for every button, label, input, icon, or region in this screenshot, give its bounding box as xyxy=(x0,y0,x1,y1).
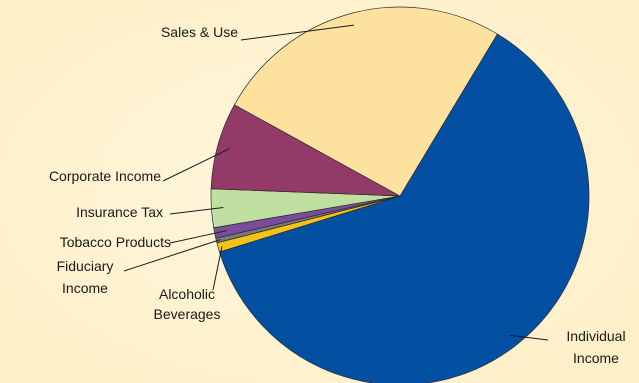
slice-label-insurance-tax: Insurance Tax xyxy=(76,204,163,220)
slice-label-line: Insurance Tax xyxy=(76,204,163,220)
slice-label-line: Tobacco Products xyxy=(60,234,171,250)
slice-label-line: Sales & Use xyxy=(161,24,238,40)
leader-line-alcoholic-beverages xyxy=(212,246,223,291)
slice-label-line: Income xyxy=(62,280,108,296)
leader-lines-layer xyxy=(123,24,549,341)
pie-slice-sales-use xyxy=(233,6,498,197)
leader-line-individual-income xyxy=(509,334,549,341)
leader-line-fiduciary-income xyxy=(123,239,221,272)
slice-label-alcoholic-beverages: Alcoholic Beverages xyxy=(154,286,221,322)
slice-label-fiduciary-income: Fiduciary Income xyxy=(57,258,114,296)
slice-label-line: Income xyxy=(573,350,619,366)
slice-label-line: Individual xyxy=(566,328,625,344)
slice-label-corporate-income: Corporate Income xyxy=(49,168,161,184)
leader-line-insurance-tax xyxy=(169,207,224,215)
slice-label-line: Corporate Income xyxy=(49,168,161,184)
slice-label-individual-income: Individual Income xyxy=(566,328,625,366)
pie-slice-individual-income xyxy=(219,33,590,383)
slice-label-sales-use: Sales & Use xyxy=(161,24,238,40)
labels-layer: Individual Income Alcoholic Beverages Fiduci… xyxy=(49,24,626,366)
slice-label-line: Beverages xyxy=(154,306,221,322)
slice-label-line: Alcoholic xyxy=(159,286,215,302)
leader-line-corporate-income xyxy=(162,148,230,182)
leader-line-tobacco-products xyxy=(169,230,227,244)
slice-label-line: Fiduciary xyxy=(57,258,114,274)
leader-line-sales-use xyxy=(240,24,355,41)
slices-layer xyxy=(210,6,590,383)
slice-label-tobacco-products: Tobacco Products xyxy=(60,234,171,250)
